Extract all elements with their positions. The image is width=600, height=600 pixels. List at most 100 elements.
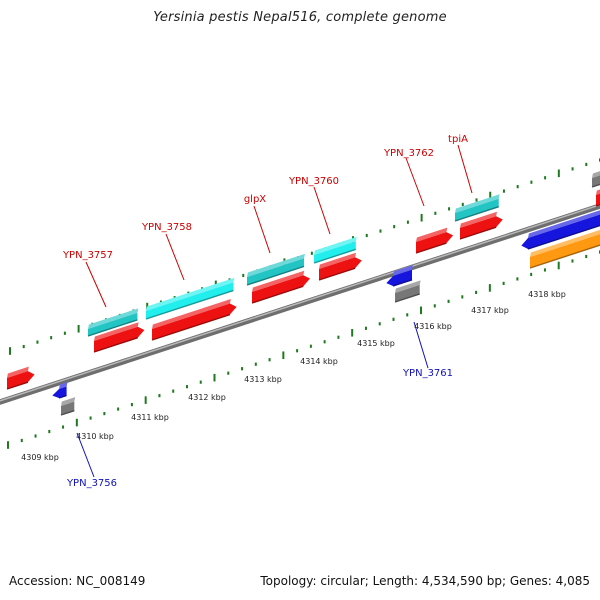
gene-ypn3758-red-bevel [152, 299, 231, 329]
gene-ypn3758-cyan-bevel [146, 277, 235, 311]
gene-ypn3757-red-bevel [94, 322, 139, 341]
gene-ypn3758-cyan-face [146, 282, 234, 319]
gene-edge-red-top-edge [595, 203, 600, 207]
gene-big-blue-edge [527, 224, 600, 250]
backbone-line [0, 203, 600, 405]
gene-glpx-teal-edge [246, 265, 305, 286]
ruler-label-4317: 4317 kbp [471, 306, 509, 315]
leader-ypn3761 [413, 321, 429, 369]
feature-layer [6, 171, 600, 416]
gene-ypn3760-cyan-bevel [314, 236, 357, 255]
gene-ypn3757-teal-bevel [88, 308, 139, 329]
gene-ypn3757-red [93, 322, 145, 353]
gene-ypn3756-gray [60, 397, 76, 416]
gene-ypn3758-cyan-edge [145, 289, 234, 320]
gene-ypn3762-red [415, 227, 454, 254]
backbone-highlight [0, 204, 600, 402]
gene-big-orange-face [530, 234, 600, 268]
leader-ypn3760 [313, 186, 331, 235]
gene-ypn3762-red-bevel [416, 227, 448, 242]
gene-big-orange-edge [529, 244, 600, 269]
gene-ypn3761-gray-edge [394, 293, 420, 303]
gene-ypn3758-red [151, 299, 237, 341]
leader-ypn3756 [76, 432, 95, 478]
gene-ypn3760-red-edge [318, 267, 356, 281]
gene-ypn3758-red-face [152, 303, 237, 340]
gene-glpx-red-face [252, 275, 310, 303]
ruler-label-4312: 4312 kbp [188, 393, 226, 402]
gene-tpia-teal [454, 194, 500, 222]
ruler-label-4310: 4310 kbp [76, 432, 114, 441]
gene-left-red-bevel [7, 366, 29, 378]
leader-glpx [253, 205, 271, 254]
gene-big-blue-bevel [528, 210, 600, 238]
gene-tpia-teal-edge [454, 206, 499, 222]
gene-edge-gray-top-edge [591, 183, 600, 188]
gene-tpia-red [459, 211, 503, 240]
gene-edge-gray-top-bevel [592, 171, 600, 178]
gene-ypn3756-blue-face [52, 386, 67, 398]
accession-text: Accession: NC_008149 [9, 574, 146, 588]
gene-glpx-red-edge [251, 285, 304, 304]
gene-label-ypn-3758: YPN_3758 [141, 222, 192, 233]
leader-ypn3762 [405, 157, 425, 207]
gene-ypn3757-red-face [94, 326, 145, 352]
gene-ypn3760-red [318, 252, 362, 281]
leader-ypn3757 [85, 261, 107, 308]
genome-backbone [0, 203, 600, 405]
leader-tpia [457, 144, 473, 194]
gene-glpx-teal-face [247, 258, 305, 285]
gene-label-glpx: glpX [244, 194, 266, 205]
gene-tpia-teal-bevel [455, 194, 500, 213]
ruler-bottom-ticks [7, 250, 600, 449]
gene-big-blue-face [521, 214, 600, 249]
gene-left-red-face [7, 371, 35, 389]
gene-ypn3761-gray-face [395, 284, 420, 302]
leader-ypn3758 [165, 233, 185, 281]
gene-ypn3761-blue [386, 265, 413, 287]
gene-ypn3758-red-edge [151, 313, 231, 341]
gene-label-ypn-3757: YPN_3757 [62, 250, 113, 261]
gene-label-ypn-3756: YPN_3756 [66, 478, 117, 489]
gene-glpx-teal [246, 253, 305, 286]
ruler-label-4318: 4318 kbp [528, 290, 566, 299]
gene-ypn3762-red-edge [415, 242, 447, 254]
ruler-label-4313: 4313 kbp [244, 375, 282, 384]
gene-ypn3762-red-face [416, 232, 454, 253]
gene-ypn3756-gray-bevel [61, 397, 76, 406]
gene-ypn3761-gray [394, 280, 421, 303]
ruler-label-4309: 4309 kbp [21, 453, 59, 462]
gene-label-ypn-3761: YPN_3761 [402, 368, 453, 379]
ruler-label-4311: 4311 kbp [131, 413, 169, 422]
gene-ypn3761-blue-bevel [393, 265, 413, 276]
gene-tpia-red-edge [459, 226, 497, 240]
gene-ypn3758-cyan [145, 277, 235, 320]
gene-edge-red-top [595, 189, 600, 207]
gene-ypn3756-blue-edge [58, 394, 67, 399]
gene-tpia-red-face [460, 216, 503, 239]
gene-ypn3757-teal-edge [87, 319, 138, 337]
label-leaders [76, 144, 473, 478]
gene-glpx-red-bevel [252, 270, 305, 292]
gene-left-red-edge [6, 381, 29, 390]
gene-big-blue [521, 210, 600, 250]
gene-ypn3756-gray-edge [60, 409, 75, 416]
gene-ypn3760-red-bevel [319, 252, 357, 269]
gene-edge-gray-top [591, 171, 600, 188]
gene-ypn3757-teal [87, 308, 139, 337]
gene-glpx-red [251, 270, 310, 304]
gene-left-red [6, 366, 35, 390]
label-layer: YPN_3757 YPN_3758 glpX YPN_3760 YPN_3762 tpiA… [21, 134, 566, 489]
gene-glpx-teal-bevel [247, 253, 305, 277]
gene-tpia-red-bevel [460, 211, 498, 228]
gene-ypn3761-blue-face [386, 269, 413, 286]
gene-ypn3760-cyan-edge [313, 248, 357, 264]
gene-ypn3756-blue [52, 382, 68, 399]
ruler-label-4316: 4316 kbp [414, 322, 452, 331]
gene-ypn3756-blue-bevel [59, 382, 68, 389]
gene-ypn3761-blue-edge [392, 279, 413, 287]
gene-tpia-teal-face [455, 198, 499, 221]
gene-edge-red-top-bevel [596, 189, 600, 195]
gene-big-orange-bevel [530, 229, 600, 257]
ruler-label-4314: 4314 kbp [300, 357, 338, 366]
